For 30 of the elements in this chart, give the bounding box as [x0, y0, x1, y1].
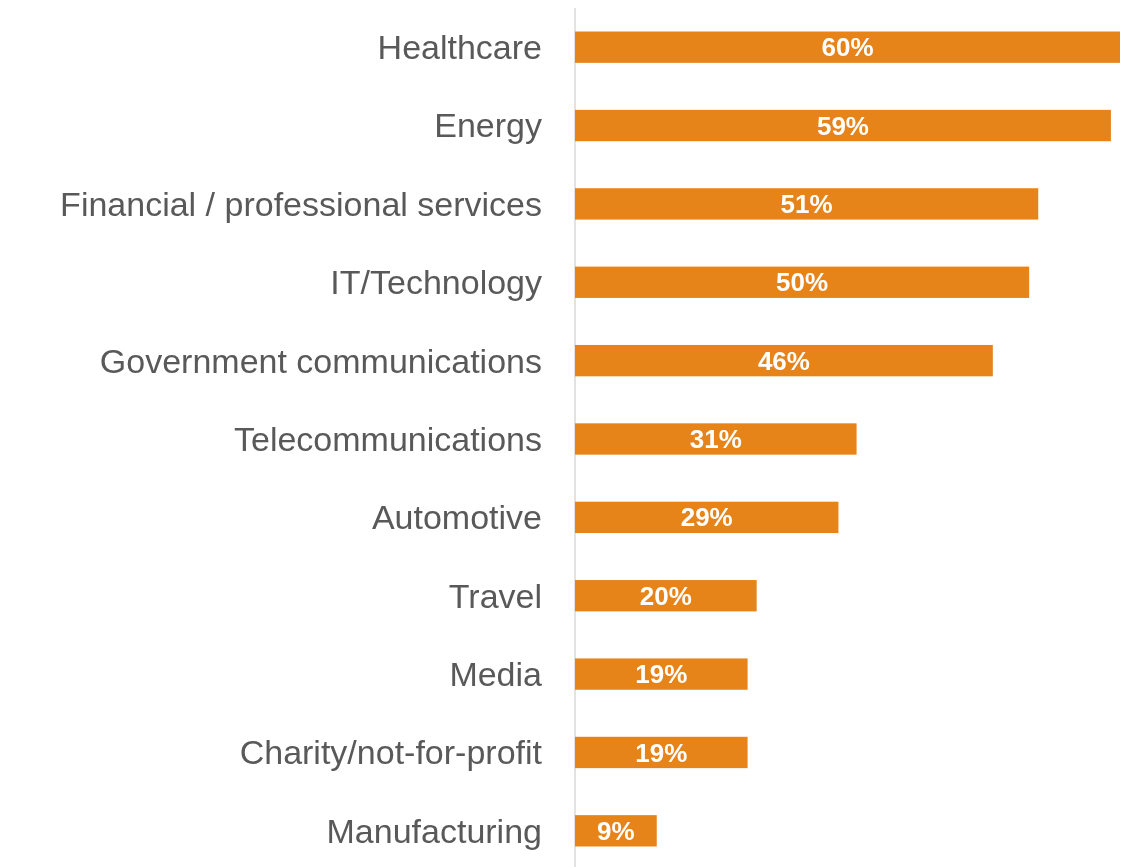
y-tick-label: Telecommunications	[233, 419, 542, 458]
bar	[575, 658, 748, 690]
data-label: 20%	[639, 580, 692, 611]
y-tick-label: Automotive	[371, 498, 542, 537]
y-tick-label: Travel	[448, 576, 542, 615]
data-label: 50%	[776, 267, 829, 298]
bar	[575, 31, 1120, 63]
data-label: 19%	[635, 737, 688, 768]
data-label: 46%	[757, 345, 810, 376]
bar	[575, 501, 839, 534]
bar	[575, 266, 1030, 298]
data-label: 31%	[689, 424, 742, 455]
bar	[575, 188, 1039, 220]
bar	[575, 109, 1111, 142]
y-tick-label: IT/Technology	[330, 263, 542, 302]
data-label: 9%	[597, 815, 635, 846]
y-tick-label: Government communications	[99, 341, 542, 380]
data-label: 60%	[821, 32, 874, 63]
data-label: 29%	[680, 502, 733, 533]
y-tick-label: Financial / professional services	[60, 184, 542, 223]
y-tick-label: Charity/not-for-profit	[239, 733, 543, 772]
y-tick-label: Healthcare	[377, 28, 542, 67]
y-tick-label: Media	[449, 654, 543, 693]
data-label: 19%	[635, 659, 688, 690]
data-label: 59%	[816, 110, 869, 141]
bar	[575, 344, 993, 377]
y-tick-label: Energy	[434, 106, 542, 145]
y-tick-label: Manufacturing	[326, 811, 542, 850]
data-label: 51%	[780, 189, 833, 220]
bar	[575, 423, 857, 455]
